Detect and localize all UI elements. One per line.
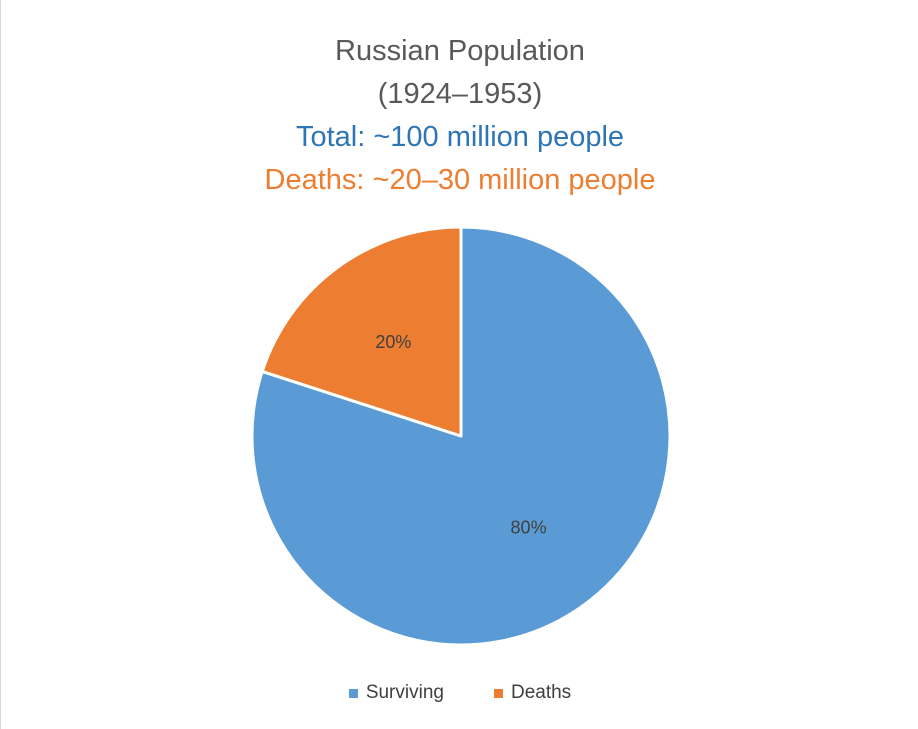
legend-item-surviving: Surviving <box>348 682 444 704</box>
legend-swatch-deaths <box>493 688 503 698</box>
chart-titles: Russian Population (1924–1953) Total: ~1… <box>1 30 918 202</box>
chart-subtitle: (1924–1953) <box>377 78 543 110</box>
data-label-surviving: 80% <box>511 518 547 538</box>
chart-legend: Surviving Deaths <box>1 682 918 704</box>
legend-swatch-surviving <box>348 688 358 698</box>
legend-label-surviving: Surviving <box>365 682 444 703</box>
legend-label-deaths: Deaths <box>510 682 572 703</box>
data-label-deaths: 20% <box>375 332 411 352</box>
chart-title: Russian Population <box>335 35 585 67</box>
legend-item-deaths: Deaths <box>493 682 572 704</box>
total-annotation: Total: ~100 million people <box>295 121 625 153</box>
pie-slice-deaths <box>260 225 463 438</box>
deaths-annotation: Deaths: ~20–30 million people <box>264 164 656 196</box>
